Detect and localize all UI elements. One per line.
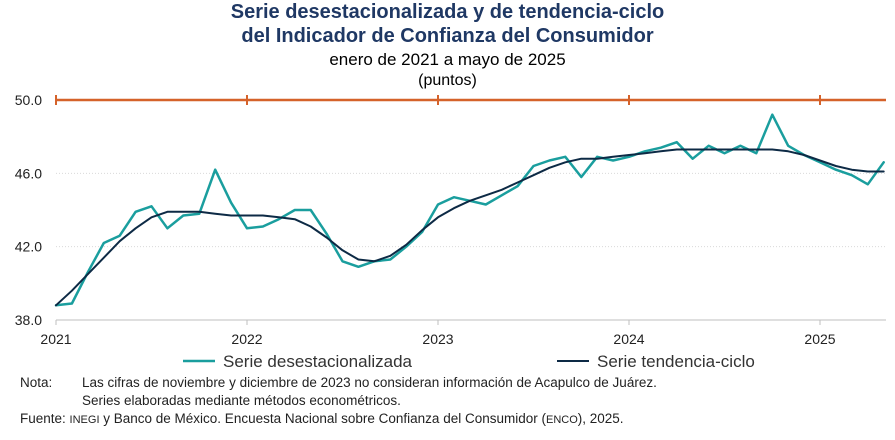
chart-title-line2: del Indicador de Confianza del Consumido… (241, 25, 654, 47)
source-inegi: INEGI (69, 414, 100, 426)
source-label: Fuente: (20, 411, 66, 426)
x-tick-label: 2025 (804, 331, 835, 347)
chart-unit: (puntos) (418, 72, 477, 89)
series-line-1 (54, 113, 885, 307)
x-tick-label: 2022 (231, 331, 262, 347)
x-tick-label: 2021 (40, 331, 71, 347)
source-line: Fuente: INEGI y Banco de México. Encuest… (20, 410, 624, 429)
y-tick-label: 50.0 (15, 92, 42, 108)
chart-title-line1: Serie desestacionalizada y de tendencia-… (230, 1, 665, 23)
note-text-1: Las cifras de noviembre y diciembre de 2… (82, 375, 657, 390)
series-line-2 (55, 148, 885, 307)
x-tick-label: 2024 (613, 331, 644, 347)
note-line-2: Series elaboradas mediante métodos econo… (82, 393, 401, 408)
source-end: ), 2025. (577, 411, 624, 426)
y-tick-label: 46.0 (15, 165, 42, 181)
note-label: Nota: (20, 375, 53, 390)
source-enco: ENCO (545, 414, 578, 426)
source-text: y Banco de México. Encuesta Nacional sob… (99, 411, 546, 426)
chart-subtitle: enero de 2021 a mayo de 2025 (329, 50, 566, 69)
legend-label-1: Serie desestacionalizada (223, 352, 413, 371)
x-tick-label: 2023 (422, 331, 453, 347)
note-line-1: Nota: Las cifras de noviembre y diciembre… (20, 374, 657, 392)
y-tick-label: 42.0 (15, 239, 42, 255)
y-tick-label: 38.0 (15, 312, 42, 328)
legend-label-2: Serie tendencia-ciclo (597, 352, 755, 371)
